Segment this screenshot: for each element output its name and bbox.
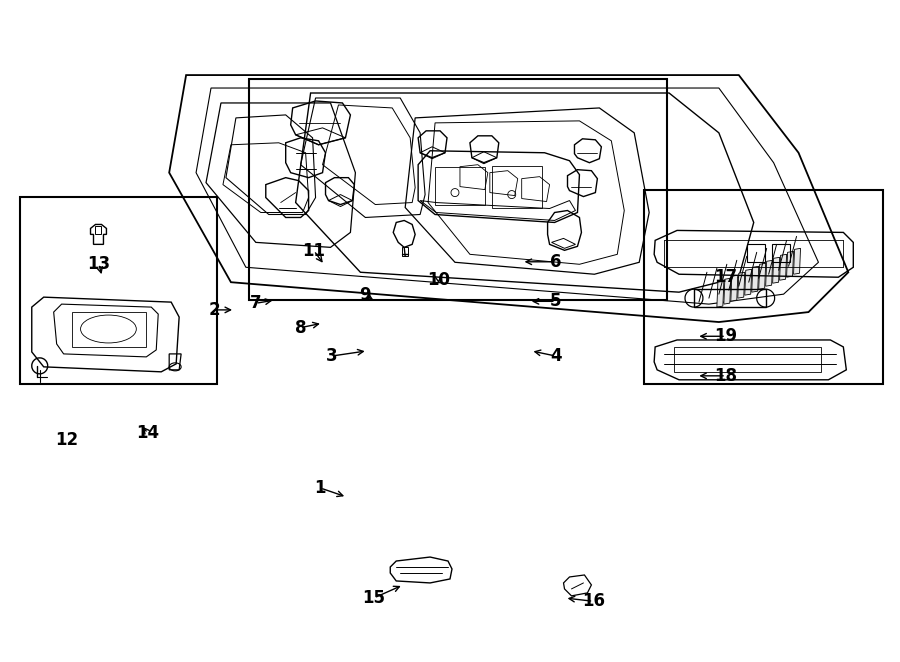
Bar — [248, 79, 667, 300]
Text: 11: 11 — [302, 242, 325, 260]
Text: 7: 7 — [249, 295, 261, 312]
Bar — [72, 312, 147, 347]
Polygon shape — [738, 272, 745, 298]
Polygon shape — [724, 278, 731, 304]
Polygon shape — [731, 275, 738, 301]
Text: 5: 5 — [550, 293, 562, 310]
Text: 2: 2 — [209, 301, 220, 319]
Text: 6: 6 — [550, 253, 562, 271]
Bar — [694, 289, 766, 307]
Text: 13: 13 — [87, 255, 110, 273]
Bar — [435, 167, 485, 205]
Polygon shape — [772, 258, 779, 283]
Text: 4: 4 — [550, 347, 562, 365]
Bar — [491, 166, 542, 207]
Polygon shape — [787, 252, 794, 277]
Polygon shape — [766, 260, 772, 286]
Text: 19: 19 — [715, 327, 738, 346]
Text: 10: 10 — [427, 271, 450, 289]
Polygon shape — [779, 254, 787, 280]
Text: 14: 14 — [137, 424, 159, 442]
Polygon shape — [794, 248, 800, 274]
Text: 1: 1 — [314, 479, 326, 497]
Bar — [771, 244, 789, 262]
Text: 12: 12 — [55, 431, 78, 449]
Text: 3: 3 — [326, 347, 338, 365]
Text: 18: 18 — [715, 367, 737, 385]
Polygon shape — [717, 281, 724, 307]
Polygon shape — [752, 266, 759, 292]
Text: 9: 9 — [359, 286, 371, 304]
Text: 17: 17 — [715, 268, 738, 286]
Polygon shape — [745, 269, 751, 295]
Polygon shape — [759, 263, 766, 289]
Bar — [644, 189, 883, 384]
Text: 15: 15 — [363, 589, 385, 607]
Bar — [747, 244, 765, 262]
Text: 8: 8 — [294, 318, 306, 337]
Bar — [674, 347, 822, 372]
Bar — [20, 197, 217, 384]
Text: 16: 16 — [582, 592, 605, 610]
